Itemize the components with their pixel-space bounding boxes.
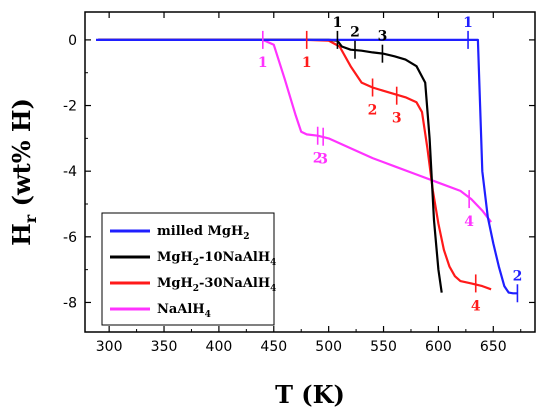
- x-tick-label: 600: [425, 339, 452, 355]
- stage-marker-label-1: 2: [513, 268, 523, 284]
- legend-label-1: MgH2-10NaAlH4: [157, 250, 276, 268]
- legend: milled MgH2 MgH2-10NaAlH4 MgH2-30NaAlH4 NaA…: [101, 212, 276, 326]
- stage-marker-label-2: 1: [333, 15, 343, 31]
- x-tick-label: 550: [370, 339, 397, 355]
- x-tick-label: 650: [480, 339, 507, 355]
- series-line-2: [98, 38, 492, 291]
- x-tick-label: 450: [260, 339, 287, 355]
- y-tick-label: -4: [63, 164, 77, 180]
- stage-marker-label-9: 1: [258, 55, 268, 71]
- x-tick-label: 300: [96, 339, 123, 355]
- stage-marker-label-12: 4: [464, 214, 474, 230]
- stage-marker-label-5: 1: [302, 55, 312, 71]
- axes-layer: 300 350 400 450 500 550 600 650 0 -2 -4 -6 -8: [63, 12, 535, 355]
- y-tick-label: -2: [63, 99, 77, 115]
- series-layer: [96, 38, 518, 295]
- y-tick-label: -6: [63, 230, 77, 246]
- legend-label-0: milled MgH2: [157, 224, 250, 242]
- stage-marker-label-6: 2: [368, 102, 378, 118]
- stage-marker-label-10: 2: [313, 151, 323, 167]
- stage-marker-label-11: 3: [318, 152, 328, 168]
- y-axis-title-sub: r: [21, 214, 40, 223]
- x-tick-label: 400: [206, 339, 233, 355]
- y-axis-title: Hr (wt% H): [7, 98, 40, 246]
- stage-marker-label-0: 1: [463, 15, 473, 31]
- x-axis-title: T (K): [275, 380, 345, 409]
- stage-marker-label-7: 3: [392, 111, 402, 127]
- legend-label-3: NaAlH4: [157, 302, 211, 320]
- stage-marker-label-4: 3: [378, 29, 388, 45]
- x-tick-label: 350: [151, 339, 178, 355]
- stage-marker-label-8: 4: [471, 298, 481, 314]
- stage-marker-label-3: 2: [350, 25, 360, 41]
- legend-label-2: MgH2-30NaAlH4: [157, 276, 276, 294]
- y-tick-label: -8: [63, 295, 77, 311]
- series-line-3: [98, 38, 492, 223]
- y-axis-title-main: H: [7, 223, 36, 246]
- y-axis-title-rest: (wt% H): [7, 98, 36, 215]
- y-tick-label: 0: [68, 33, 77, 49]
- plot-frame: [84, 11, 536, 333]
- series-line-0: [96, 38, 518, 295]
- x-tick-label: 500: [315, 339, 342, 355]
